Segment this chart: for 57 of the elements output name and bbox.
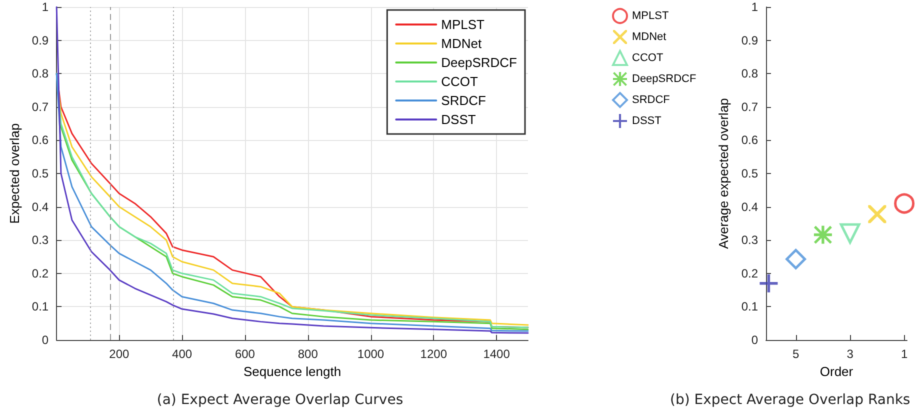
y-tick-label: 0 bbox=[42, 333, 49, 347]
y-tick-label: 0.1 bbox=[741, 300, 758, 314]
legend-label: MDNet bbox=[441, 36, 482, 51]
legend-label: DeepSRDCF bbox=[632, 73, 696, 85]
x-tick-label: 200 bbox=[109, 347, 130, 361]
y-tick-label: 0.4 bbox=[32, 200, 49, 214]
text: (a) Expect Average Overlap Curves bbox=[156, 392, 404, 408]
legend-label: DeepSRDCF bbox=[441, 55, 518, 70]
y-tick-label: 0.5 bbox=[32, 166, 49, 180]
y-tick-label: 0.6 bbox=[32, 133, 49, 148]
y-tick-label: 0.2 bbox=[32, 266, 49, 280]
y-axis-title: Average expected overlap bbox=[716, 98, 731, 249]
x-tick-label: 600 bbox=[234, 347, 256, 361]
legend-label: DSST bbox=[632, 115, 662, 127]
y-tick-label: 0 bbox=[751, 333, 758, 347]
point bbox=[760, 274, 778, 292]
legend-label: SRDCF bbox=[632, 94, 670, 106]
x-axis-title: Order bbox=[820, 364, 854, 379]
text: (b) Expect Average Overlap Ranks bbox=[670, 392, 910, 408]
x-tick-label: 800 bbox=[298, 347, 318, 361]
y-tick-label: 0.8 bbox=[32, 66, 49, 81]
y-tick-label: 0.9 bbox=[32, 33, 49, 48]
y-tick-label: 0.2 bbox=[741, 266, 758, 280]
y-tick-label: 1 bbox=[42, 0, 49, 14]
x-axis-title: Sequence length bbox=[243, 364, 342, 379]
x-tick-label: 400 bbox=[172, 347, 192, 361]
y-tick-label: 1 bbox=[751, 0, 758, 14]
x-tick-label: 5 bbox=[792, 347, 800, 361]
y-tick-label: 0.3 bbox=[741, 233, 758, 248]
y-tick-label: 0.1 bbox=[32, 300, 49, 314]
point bbox=[786, 248, 806, 270]
y-tick-label: 0.7 bbox=[741, 100, 758, 114]
y-tick-label: 0.8 bbox=[741, 66, 758, 81]
legend-label: DSST bbox=[441, 112, 476, 127]
x-tick-label: 1400 bbox=[483, 347, 510, 361]
legend-label: MDNet bbox=[632, 31, 666, 43]
y-axis-title: Expected overlap bbox=[7, 123, 22, 224]
x-tick-label: 3 bbox=[846, 347, 854, 361]
y-tick-label: 0.9 bbox=[741, 33, 758, 48]
point bbox=[894, 193, 915, 214]
x-tick-label: 1 bbox=[900, 347, 908, 361]
legend-label: SRDCF bbox=[441, 93, 486, 108]
legend-label: CCOT bbox=[632, 52, 664, 64]
x-tick-label: 1200 bbox=[420, 347, 448, 361]
legend-label: MPLST bbox=[441, 17, 485, 32]
point bbox=[840, 223, 860, 244]
y-tick-label: 0.4 bbox=[741, 200, 758, 214]
legend-label: MPLST bbox=[632, 10, 669, 22]
x-tick-label: 1000 bbox=[357, 347, 384, 361]
y-tick-label: 0.5 bbox=[741, 166, 758, 180]
y-tick-label: 0.7 bbox=[32, 100, 49, 114]
line-series bbox=[56, 6, 529, 334]
y-tick-label: 0.6 bbox=[741, 133, 758, 148]
legend-label: CCOT bbox=[441, 74, 478, 89]
y-tick-label: 0.3 bbox=[32, 233, 49, 248]
point bbox=[814, 226, 832, 244]
point bbox=[868, 205, 886, 224]
